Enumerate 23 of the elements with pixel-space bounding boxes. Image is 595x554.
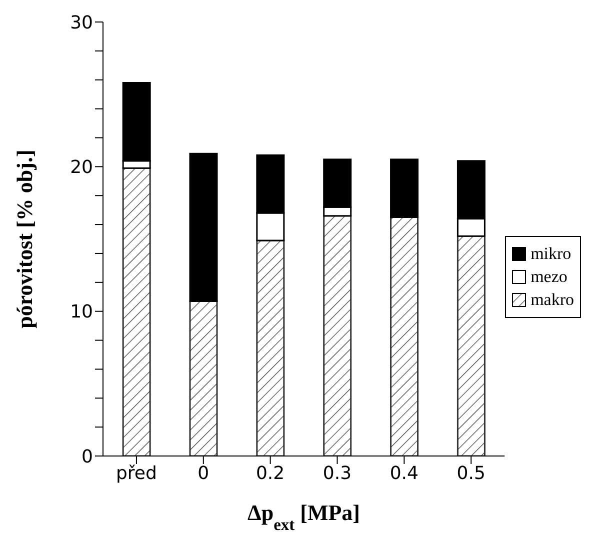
x-tick-label: 0.2	[256, 462, 285, 484]
y-axis-title: pórovitost [% obj.]	[12, 150, 37, 328]
y-tick-label: 0	[82, 446, 93, 468]
x-tick-label: 0.4	[390, 462, 418, 484]
bar	[256, 240, 285, 456]
bar	[390, 158, 419, 218]
bar	[390, 216, 419, 456]
bar	[323, 215, 352, 456]
bar	[189, 152, 218, 302]
y-tick-label: 20	[70, 157, 93, 178]
bar	[456, 235, 486, 456]
x-tick-label: 0	[198, 462, 210, 484]
x-tick-label: před	[116, 462, 157, 484]
legend-label: makro	[530, 290, 574, 310]
x-axis-title: Δp$_{ext}$ [MPa]	[248, 500, 360, 534]
bar	[122, 167, 151, 456]
legend-label: mikro	[530, 244, 572, 264]
x-tick-label: 0.3	[322, 462, 352, 484]
bar	[189, 300, 218, 456]
y-tick-label: 10	[70, 302, 93, 323]
x-tick-label: 0.5	[456, 462, 486, 484]
legend-label: mezo	[530, 267, 568, 287]
y-tick-label: 30	[70, 12, 93, 34]
